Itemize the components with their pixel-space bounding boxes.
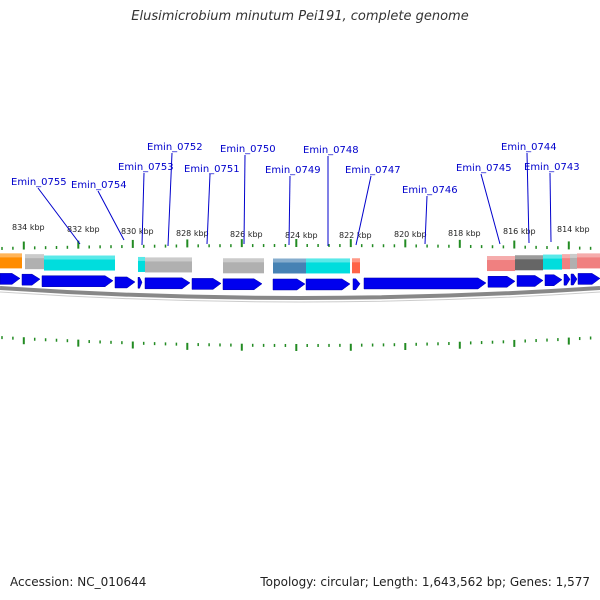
- feature-band: [138, 256, 145, 272]
- feature-band: [273, 258, 306, 274]
- map-title: Elusimicrobium minutum Pei191, complete …: [131, 9, 469, 24]
- position-label: 820 kbp: [394, 230, 427, 239]
- leader-line: [424, 195, 428, 245]
- feature-band: [562, 254, 570, 270]
- feature-band-highlight: [44, 255, 115, 260]
- feature-band: [352, 258, 360, 274]
- feature-band-highlight: [515, 255, 543, 260]
- feature-band-highlight: [562, 254, 570, 259]
- gene-arrow: [516, 275, 544, 287]
- gene-label: Emin_0744: [501, 142, 557, 153]
- gene-label: Emin_0751: [184, 164, 240, 175]
- feature-band: [487, 256, 515, 272]
- gene-arrows: [0, 273, 600, 291]
- gene-arrow: [21, 273, 41, 286]
- feature-band-highlight: [138, 256, 145, 261]
- gene-arrow: [352, 278, 361, 291]
- feature-band-highlight: [352, 258, 360, 263]
- leader-line: [141, 172, 145, 246]
- gene-label: Emin_0753: [118, 162, 174, 173]
- position-label: 826 kbp: [230, 230, 263, 239]
- position-labels: 834 kbp 832 kbp 830 kbp 828 kbp 826 kbp …: [12, 223, 590, 240]
- gene-arrow: [363, 277, 487, 290]
- position-label: 816 kbp: [503, 227, 536, 236]
- gene-arrow: [137, 277, 143, 289]
- feature-band: [577, 253, 600, 269]
- leader-line: [206, 173, 211, 245]
- feature-band: [44, 255, 115, 271]
- inner-tick-marks: [1, 336, 592, 351]
- feature-band-highlight: [145, 257, 192, 262]
- gene-arrow: [191, 278, 222, 290]
- gene-arrow: [222, 278, 263, 291]
- feature-bands: [0, 253, 600, 274]
- gene-arrow: [544, 274, 563, 286]
- genome-backbone: [0, 286, 600, 300]
- gene-label: Emin_0748: [303, 145, 359, 156]
- leader-line: [243, 154, 246, 245]
- feature-band-highlight: [273, 258, 306, 263]
- leader-line: [549, 172, 552, 243]
- feature-band: [223, 258, 264, 274]
- gene-arrow: [305, 278, 351, 291]
- outer-tick-marks: [1, 239, 592, 250]
- gene-arrow: [114, 276, 136, 289]
- leader-line: [97, 190, 125, 241]
- gene-arrow: [41, 275, 114, 287]
- feature-band: [25, 254, 44, 270]
- gene-arrow: [272, 278, 306, 291]
- feature-band: [0, 253, 22, 269]
- position-label: 818 kbp: [448, 229, 481, 238]
- gene-arrow: [570, 273, 578, 286]
- position-label: 834 kbp: [12, 223, 45, 232]
- feature-band: [515, 255, 543, 271]
- feature-band: [570, 253, 577, 269]
- gene-label: Emin_0745: [456, 163, 512, 174]
- feature-band-highlight: [543, 254, 562, 259]
- position-label: 832 kbp: [67, 225, 100, 234]
- gene-label: Emin_0746: [402, 185, 458, 196]
- gene-labels: Emin_0755 Emin_0754 Emin_0753 Emin_0752 …: [11, 142, 580, 196]
- feature-band-highlight: [0, 253, 22, 258]
- position-label: 814 kbp: [557, 225, 590, 234]
- gene-arrow: [487, 276, 516, 288]
- feature-band: [306, 258, 350, 274]
- genome-backbone-shadow: [0, 291, 600, 303]
- leader-line: [288, 175, 291, 246]
- gene-arrow: [0, 273, 21, 285]
- gene-arrow: [144, 277, 191, 290]
- leader-line: [480, 173, 501, 245]
- gene-label: Emin_0747: [345, 165, 401, 176]
- gene-label: Emin_0755: [11, 177, 67, 188]
- gene-arrow: [563, 273, 571, 286]
- gene-label: Emin_0754: [71, 180, 127, 191]
- feature-band-highlight: [577, 253, 600, 258]
- feature-band-highlight: [570, 253, 577, 258]
- position-label: 830 kbp: [121, 227, 154, 236]
- gene-label-leaders: [37, 152, 552, 247]
- gene-label: Emin_0750: [220, 144, 276, 155]
- position-label: 822 kbp: [339, 231, 372, 240]
- gene-label: Emin_0743: [524, 162, 580, 173]
- feature-band-highlight: [25, 254, 44, 259]
- genome-summary-text: Topology: circular; Length: 1,643,562 bp…: [260, 575, 590, 589]
- position-label: 824 kbp: [285, 231, 318, 240]
- gene-arrow: [577, 273, 600, 285]
- leader-line: [355, 175, 372, 246]
- gene-label: Emin_0752: [147, 142, 203, 153]
- leader-line: [37, 187, 81, 245]
- leader-line: [526, 152, 530, 244]
- feature-band-highlight: [487, 256, 515, 261]
- gene-label: Emin_0749: [265, 165, 321, 176]
- leader-line: [167, 152, 173, 247]
- feature-band: [145, 257, 192, 273]
- feature-band-highlight: [223, 258, 264, 263]
- position-label: 828 kbp: [176, 229, 209, 238]
- accession-text: Accession: NC_010644: [10, 575, 147, 589]
- feature-band: [543, 254, 562, 270]
- feature-band-highlight: [306, 258, 350, 263]
